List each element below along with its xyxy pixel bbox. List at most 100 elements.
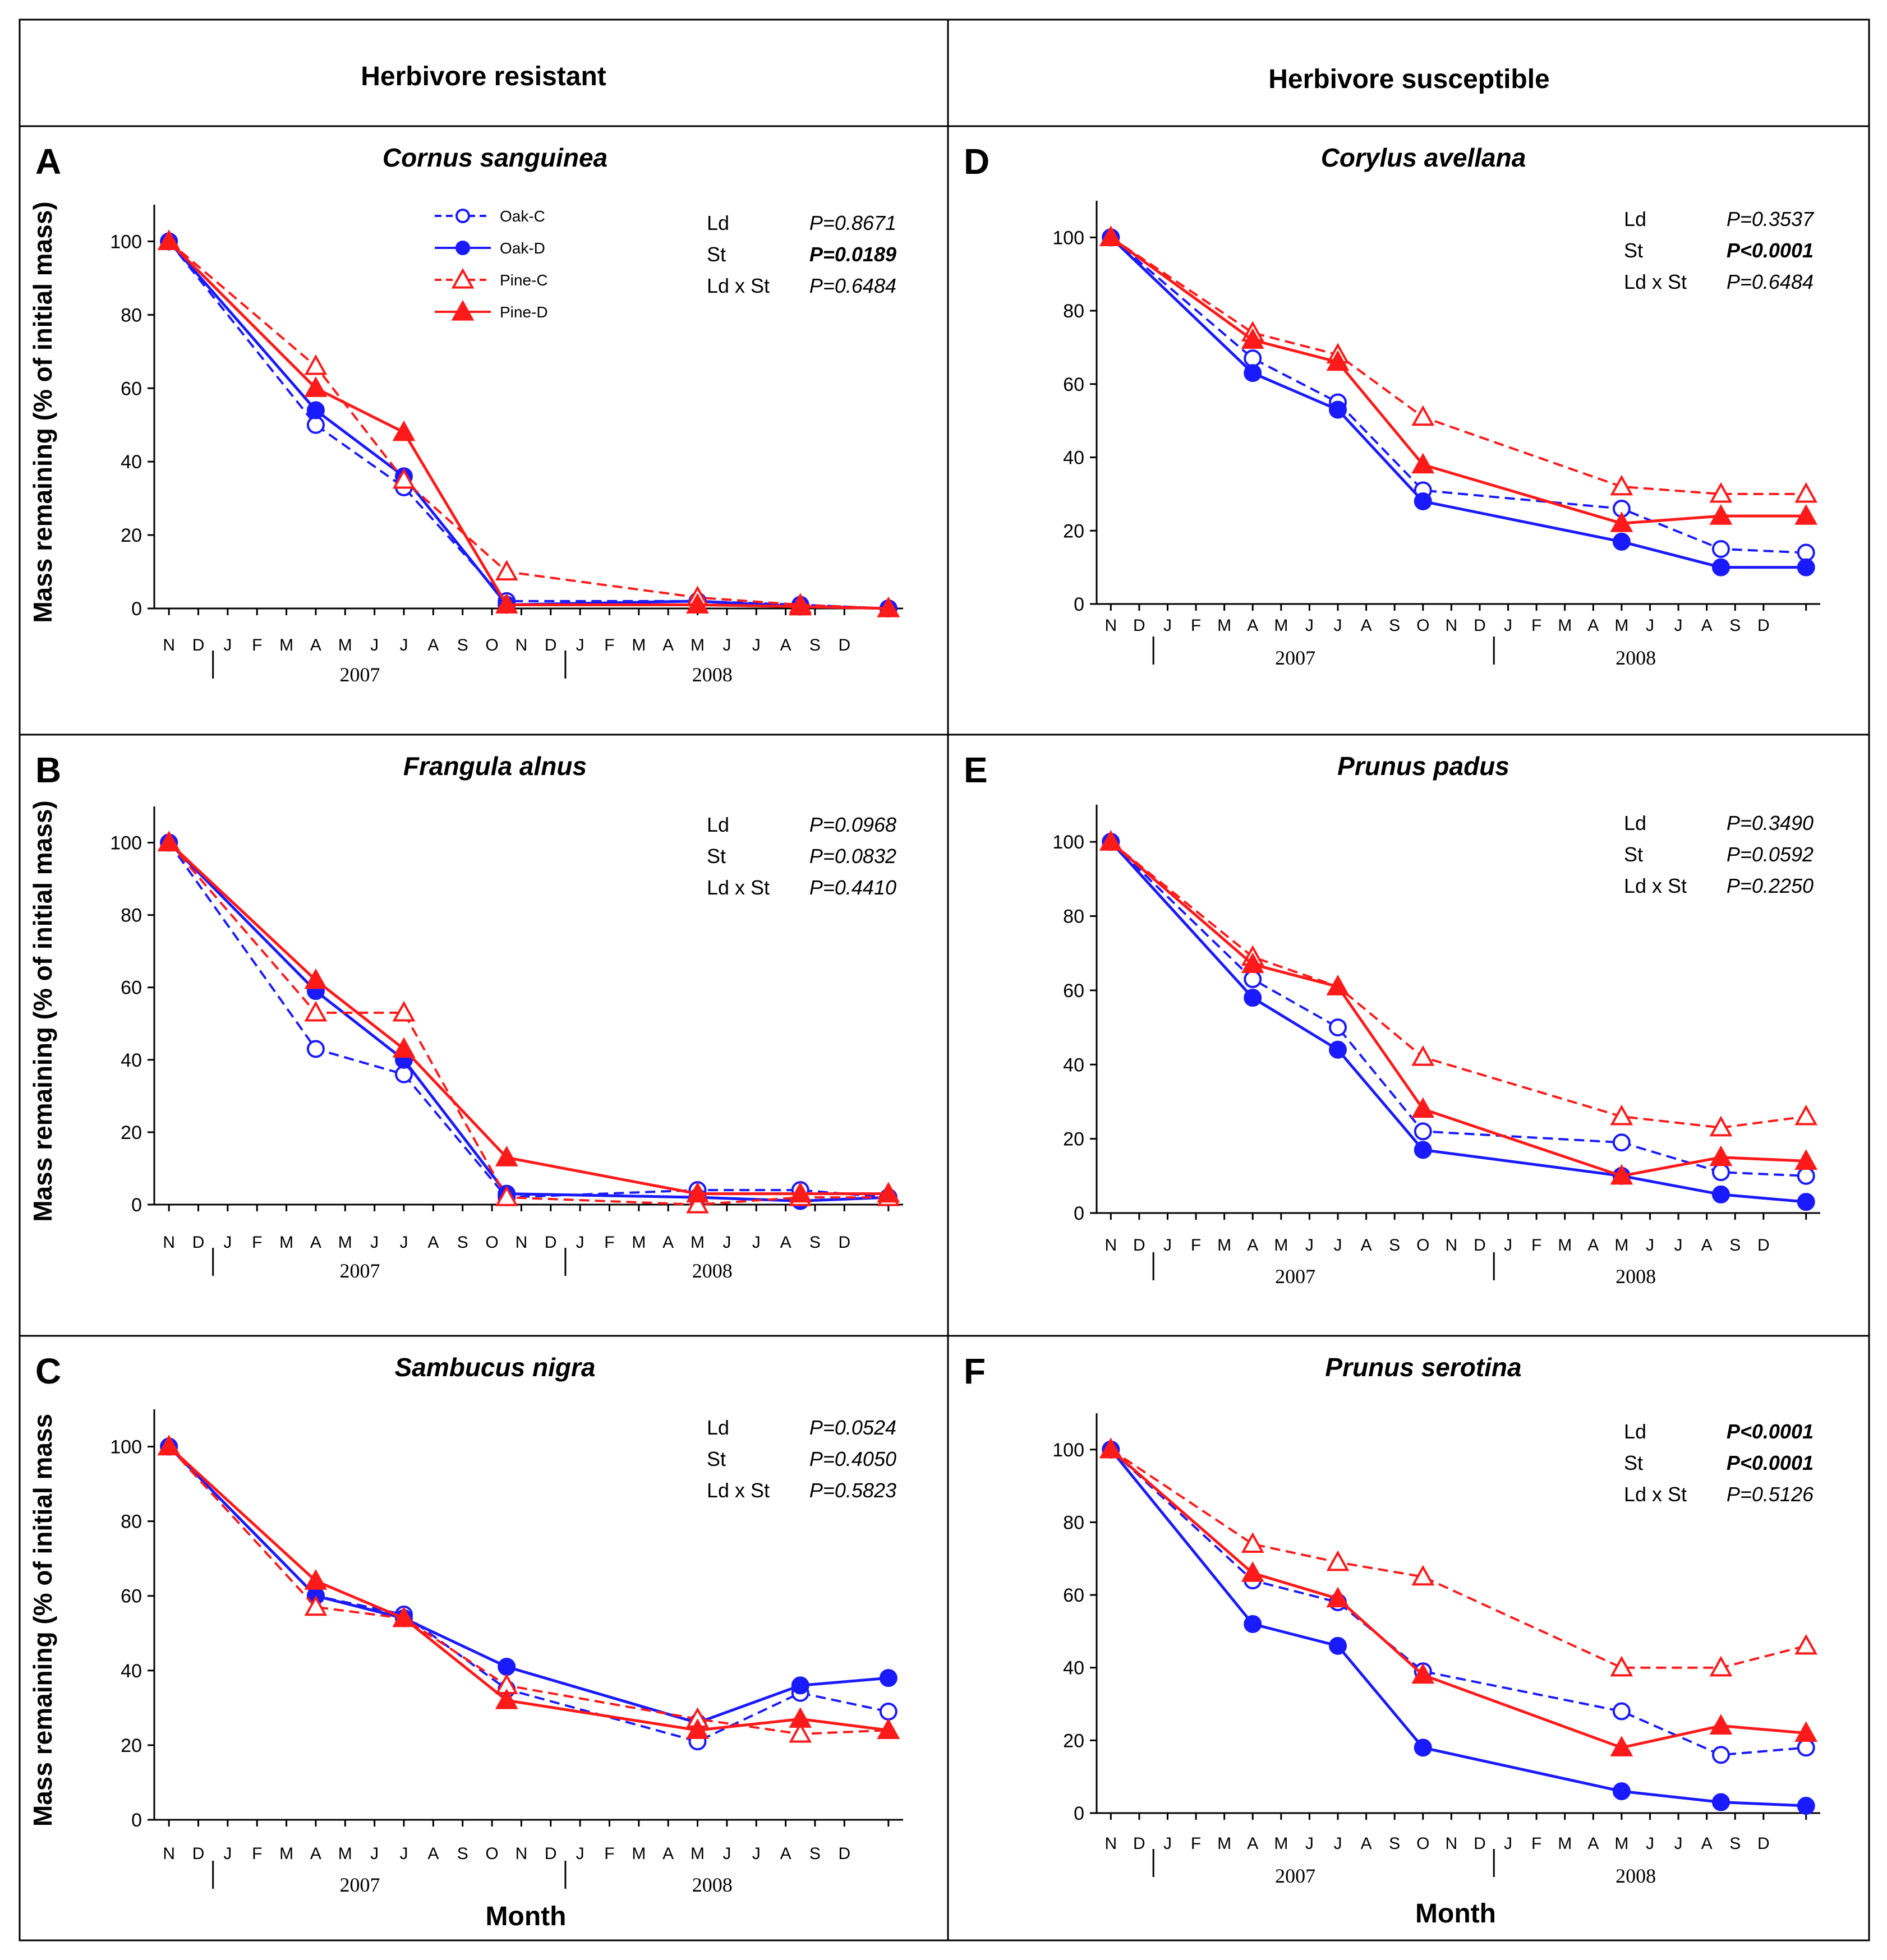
data-point bbox=[1709, 482, 1733, 503]
month-label: D bbox=[192, 636, 205, 654]
data-point bbox=[306, 1040, 325, 1058]
month-label: A bbox=[780, 636, 791, 654]
month-label: M bbox=[632, 1233, 646, 1252]
month-label: A bbox=[427, 636, 439, 654]
month-label: N bbox=[1104, 1834, 1117, 1853]
legend-label: Oak-C bbox=[500, 207, 545, 225]
month-label: M bbox=[1614, 1236, 1628, 1255]
data-point bbox=[1411, 405, 1435, 426]
month-label: N bbox=[163, 1233, 175, 1252]
month-label: D bbox=[545, 1844, 557, 1863]
y-tick-label: 0 bbox=[131, 1195, 142, 1216]
y-axis-label: Mass remaining (% of initial mass bbox=[28, 1414, 57, 1827]
month-label: O bbox=[1416, 1236, 1429, 1255]
y-tick-label: 0 bbox=[1074, 594, 1084, 615]
month-label: A bbox=[310, 1844, 321, 1863]
series-line bbox=[1110, 841, 1806, 1203]
stat-term: Ld x St bbox=[1624, 874, 1687, 897]
data-point bbox=[1797, 543, 1815, 562]
stat-term: Ld x St bbox=[707, 274, 770, 297]
data-point bbox=[1711, 1793, 1730, 1811]
data-point bbox=[1326, 350, 1350, 371]
y-tick-label: 100 bbox=[1052, 227, 1084, 248]
stat-pvalue: P=0.0189 bbox=[809, 243, 896, 266]
y-tick-label: 100 bbox=[1052, 1440, 1084, 1461]
month-label: D bbox=[1474, 616, 1486, 635]
data-point bbox=[1794, 1104, 1818, 1126]
year-label-2008: 2008 bbox=[692, 663, 733, 686]
month-label: M bbox=[338, 636, 352, 654]
y-tick-label: 0 bbox=[1074, 1203, 1084, 1224]
y-tick-label: 100 bbox=[110, 1437, 142, 1458]
y-tick-label: 0 bbox=[131, 598, 142, 620]
year-label-2008: 2008 bbox=[1616, 647, 1656, 669]
series-pine-d bbox=[157, 229, 900, 617]
month-label: N bbox=[1104, 1236, 1117, 1255]
data-point bbox=[306, 416, 325, 434]
y-tick-label: 60 bbox=[121, 378, 142, 399]
data-point bbox=[879, 1669, 898, 1687]
series-line bbox=[168, 842, 889, 1199]
stat-pvalue: P<0.0001 bbox=[1727, 1420, 1814, 1443]
data-point bbox=[791, 1676, 809, 1695]
y-tick-label: 0 bbox=[1074, 1803, 1084, 1824]
month-label: J bbox=[752, 1844, 761, 1863]
data-point bbox=[495, 1145, 518, 1166]
month-label: A bbox=[1701, 616, 1713, 635]
data-point bbox=[1794, 1149, 1818, 1170]
month-label: J bbox=[400, 636, 408, 654]
data-point bbox=[392, 1037, 416, 1058]
month-label: D bbox=[1133, 1236, 1145, 1255]
series-line bbox=[1110, 236, 1806, 495]
year-label-2008: 2008 bbox=[1616, 1865, 1656, 1887]
y-tick-label: 40 bbox=[1063, 448, 1084, 469]
month-label: J bbox=[1163, 1834, 1172, 1853]
stat-pvalue: P=0.3537 bbox=[1727, 207, 1815, 230]
year-label-2007: 2007 bbox=[1275, 1865, 1315, 1887]
data-point bbox=[686, 1192, 709, 1214]
month-label: D bbox=[1757, 616, 1770, 635]
data-point bbox=[1411, 1097, 1435, 1118]
data-point bbox=[1610, 474, 1633, 496]
data-point bbox=[1244, 989, 1262, 1007]
month-label: M bbox=[1614, 1834, 1628, 1853]
series-line bbox=[168, 1446, 889, 1735]
data-point bbox=[392, 468, 416, 489]
year-label-2007: 2007 bbox=[1275, 647, 1315, 669]
month-label: D bbox=[1757, 1236, 1770, 1255]
y-tick-label: 20 bbox=[121, 525, 142, 546]
data-point bbox=[304, 1595, 328, 1616]
month-label: A bbox=[662, 1233, 674, 1252]
data-point bbox=[789, 1707, 812, 1728]
month-label: J bbox=[1674, 1236, 1683, 1255]
y-tick-label: 80 bbox=[121, 305, 142, 326]
stat-pvalue: P=0.3490 bbox=[1727, 811, 1814, 834]
data-point bbox=[1794, 504, 1818, 525]
month-label: A bbox=[1247, 616, 1258, 635]
month-label: J bbox=[1334, 616, 1342, 635]
month-label: O bbox=[485, 636, 498, 654]
month-label: J bbox=[722, 1233, 731, 1252]
stat-term: St bbox=[707, 1447, 726, 1470]
month-label: O bbox=[1416, 1834, 1429, 1853]
series-line bbox=[168, 1445, 889, 1732]
data-point bbox=[686, 593, 709, 614]
data-point bbox=[157, 1435, 181, 1456]
month-label: S bbox=[457, 1844, 468, 1863]
panel-letter: C bbox=[35, 1351, 61, 1391]
month-label: M bbox=[338, 1844, 352, 1863]
data-point bbox=[686, 1182, 709, 1203]
series-line bbox=[168, 841, 889, 1196]
panel-title: Sambucus nigra bbox=[395, 1353, 596, 1382]
month-label: J bbox=[752, 1233, 761, 1252]
month-label: D bbox=[1474, 1834, 1486, 1853]
data-point bbox=[1326, 1587, 1350, 1608]
data-point bbox=[1329, 1018, 1347, 1037]
data-point bbox=[1610, 1164, 1633, 1185]
series-pine-c bbox=[1099, 225, 1818, 503]
series-oak-d bbox=[1102, 1440, 1815, 1815]
data-point bbox=[1244, 349, 1262, 368]
data-point bbox=[1099, 830, 1122, 851]
data-point bbox=[495, 1688, 518, 1709]
